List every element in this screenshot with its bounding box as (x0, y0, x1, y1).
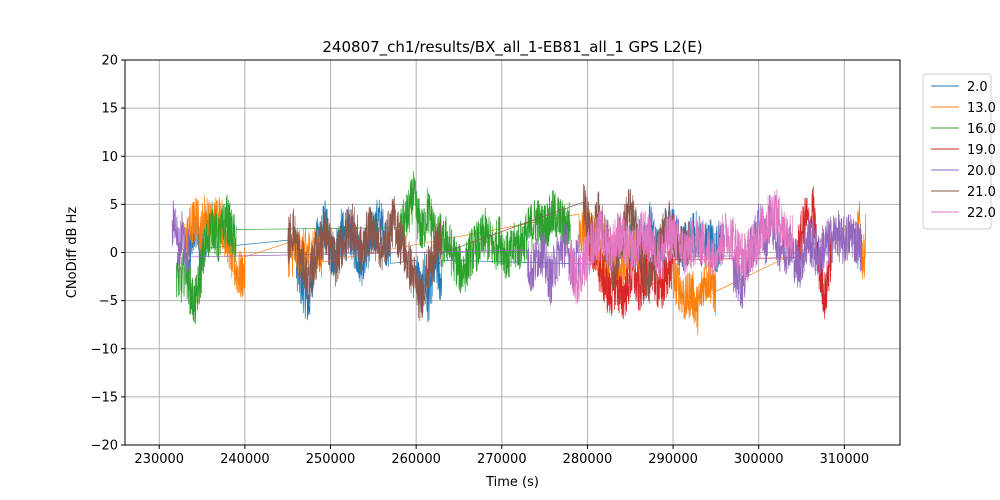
x-tick-label: 290000 (648, 452, 698, 467)
series-connector (206, 239, 297, 249)
y-tick-label: 0 (110, 246, 118, 261)
y-tick-label: 15 (101, 102, 118, 117)
y-tick-label: −5 (99, 294, 118, 309)
x-tick-label: 250000 (306, 452, 356, 467)
x-axis-label: Time (s) (485, 475, 539, 490)
series-line (171, 200, 190, 279)
legend-label: 19.0 (967, 143, 996, 158)
y-tick-label: 10 (101, 150, 118, 165)
series-line (672, 256, 717, 335)
series-line (527, 222, 580, 306)
legend: 2.0 13.0 16.0 19.0 20.0 21.0 22.0 (922, 73, 996, 230)
x-tick-label: 300000 (734, 452, 784, 467)
x-tick-label: 230000 (134, 452, 184, 467)
chart-title: 240807_ch1/results/BX_all_1-EB81_all_1 G… (322, 38, 702, 57)
series-line (184, 195, 246, 298)
y-tick-label: 20 (101, 54, 118, 69)
series-line (587, 212, 674, 320)
series-line (732, 194, 785, 309)
y-tick-label: −20 (91, 439, 118, 454)
x-tick-label: 270000 (477, 452, 527, 467)
y-axis-label: CNoDiff dB Hz (65, 207, 80, 299)
series-22.0 (569, 188, 794, 305)
x-tick-label: 310000 (820, 452, 870, 467)
legend-label: 13.0 (967, 101, 996, 116)
y-tick-label: −10 (91, 342, 118, 357)
legend-box (922, 73, 992, 230)
series-line (784, 209, 862, 288)
series-line (569, 188, 794, 305)
series-connector (244, 242, 288, 258)
x-tick-label: 280000 (563, 452, 613, 467)
legend-label: 16.0 (967, 122, 996, 137)
y-tick-label: 5 (110, 198, 118, 213)
series-line (796, 185, 832, 319)
legend-label: 21.0 (967, 185, 996, 200)
ticks: 230000 240000 250000 260000 270000 280000 2900… (91, 54, 870, 468)
plot-area (171, 171, 867, 335)
x-tick-label: 240000 (220, 452, 270, 467)
series-connector (441, 201, 584, 254)
series-line (287, 196, 443, 322)
legend-label: 2.0 (967, 80, 988, 95)
legend-label: 22.0 (967, 206, 996, 221)
series-20.0 (171, 194, 862, 309)
x-tick-label: 260000 (391, 452, 441, 467)
legend-label: 20.0 (967, 164, 996, 179)
y-tick-label: −15 (91, 390, 118, 405)
